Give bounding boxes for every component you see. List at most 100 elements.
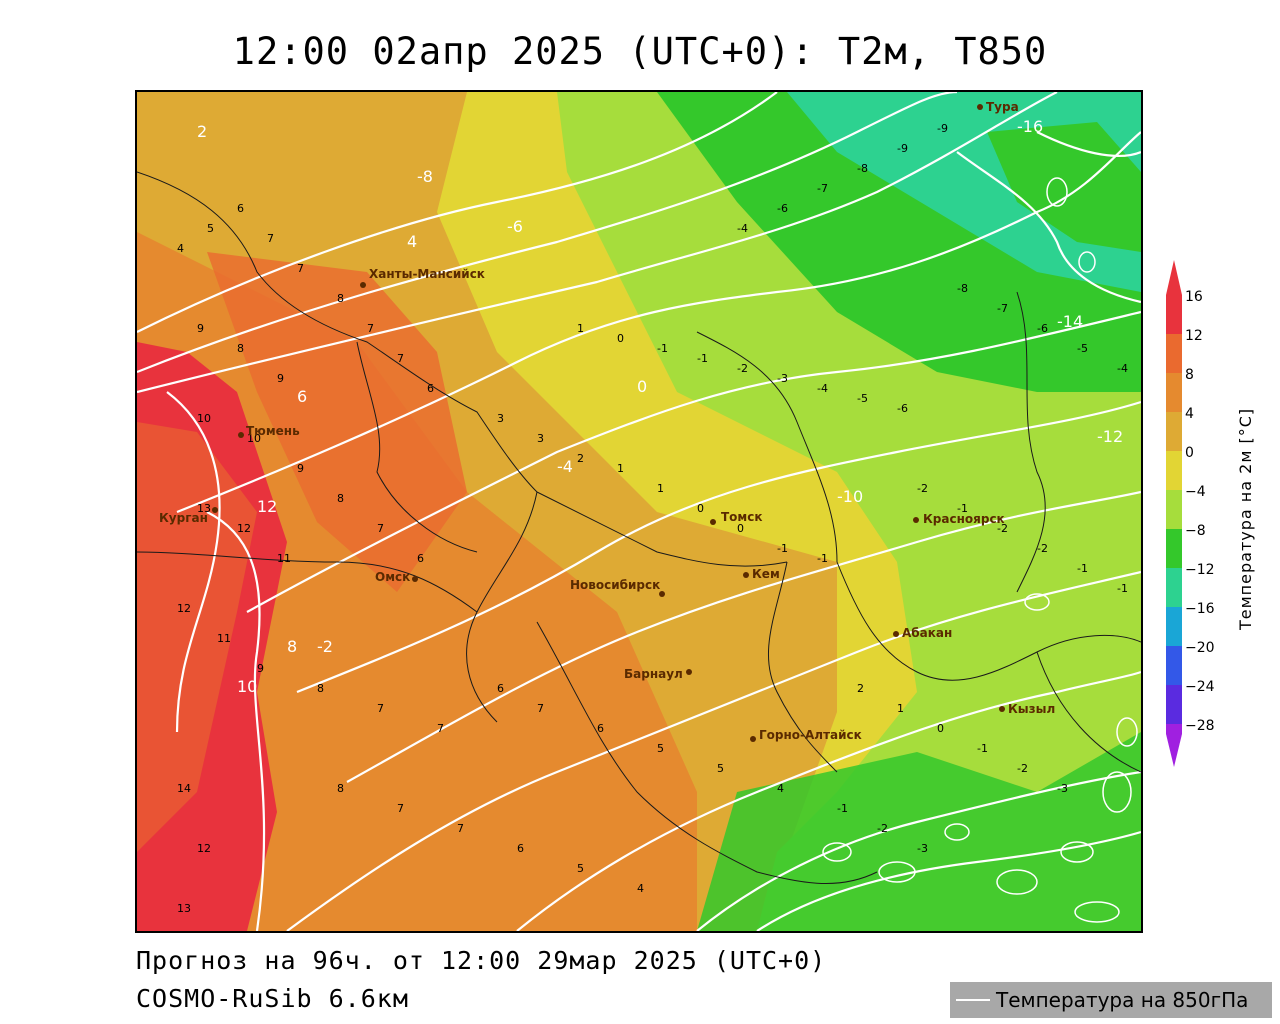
svg-text:7: 7 bbox=[367, 322, 374, 335]
colorbar-tick: −12 bbox=[1185, 562, 1215, 578]
svg-text:1: 1 bbox=[657, 482, 664, 495]
svg-text:-8: -8 bbox=[417, 167, 433, 186]
svg-text:Курган: Курган bbox=[159, 511, 208, 525]
cities: Тура Ханты-Мансийск Тюмень Курган Омск Н… bbox=[159, 100, 1055, 742]
svg-text:8: 8 bbox=[287, 637, 297, 656]
colorbar-tick: 0 bbox=[1185, 445, 1194, 461]
colorbar-tick: 8 bbox=[1185, 367, 1194, 383]
svg-text:-1: -1 bbox=[697, 352, 708, 365]
zone-t8-edge bbox=[137, 422, 257, 852]
colorbar-title: Температура на 2м [°C] bbox=[1236, 407, 1255, 630]
city-tura: Тура bbox=[977, 100, 1019, 114]
svg-text:-14: -14 bbox=[1057, 312, 1083, 331]
svg-text:9: 9 bbox=[297, 462, 304, 475]
svg-text:Красноярск: Красноярск bbox=[923, 512, 1005, 526]
svg-text:-10: -10 bbox=[837, 487, 863, 506]
svg-text:0: 0 bbox=[937, 722, 944, 735]
svg-text:7: 7 bbox=[377, 522, 384, 535]
colorbar-tick: 16 bbox=[1185, 289, 1203, 305]
svg-text:-6: -6 bbox=[507, 217, 523, 236]
colorbar-tick: −4 bbox=[1185, 484, 1206, 500]
svg-text:-1: -1 bbox=[837, 802, 848, 815]
svg-text:6: 6 bbox=[597, 722, 604, 735]
svg-text:12: 12 bbox=[237, 522, 251, 535]
map-title: 12:00 02апр 2025 (UTC+0): T2м, T850 bbox=[232, 30, 1048, 73]
svg-text:-16: -16 bbox=[1017, 117, 1043, 136]
svg-text:Абакан: Абакан bbox=[902, 626, 952, 640]
svg-text:-2: -2 bbox=[1017, 762, 1028, 775]
svg-text:-2: -2 bbox=[917, 482, 928, 495]
svg-text:-1: -1 bbox=[657, 342, 668, 355]
svg-text:-6: -6 bbox=[777, 202, 788, 215]
svg-text:-4: -4 bbox=[817, 382, 828, 395]
svg-text:-4: -4 bbox=[557, 457, 573, 476]
svg-text:1: 1 bbox=[577, 322, 584, 335]
svg-text:-6: -6 bbox=[1037, 322, 1048, 335]
city-kyzyl: Кызыл bbox=[999, 702, 1055, 716]
city-khanty-mansiysk: Ханты-Мансийск bbox=[360, 267, 485, 288]
svg-text:6: 6 bbox=[427, 382, 434, 395]
city-kurgan: Курган bbox=[159, 507, 218, 525]
svg-text:8: 8 bbox=[337, 492, 344, 505]
colorbar-tick: −24 bbox=[1185, 679, 1215, 695]
svg-text:-3: -3 bbox=[917, 842, 928, 855]
svg-text:7: 7 bbox=[297, 262, 304, 275]
svg-text:5: 5 bbox=[577, 862, 584, 875]
svg-text:12: 12 bbox=[177, 602, 191, 615]
svg-text:-2: -2 bbox=[1037, 542, 1048, 555]
svg-text:7: 7 bbox=[397, 802, 404, 815]
svg-text:-1: -1 bbox=[1117, 582, 1128, 595]
svg-text:-8: -8 bbox=[957, 282, 968, 295]
svg-text:7: 7 bbox=[267, 232, 274, 245]
svg-text:7: 7 bbox=[457, 822, 464, 835]
svg-text:7: 7 bbox=[377, 702, 384, 715]
svg-text:-2: -2 bbox=[317, 637, 333, 656]
svg-text:-1: -1 bbox=[817, 552, 828, 565]
svg-text:11: 11 bbox=[277, 552, 291, 565]
svg-text:10: 10 bbox=[197, 412, 211, 425]
city-novosibirsk: Новосибирск bbox=[570, 578, 665, 597]
svg-text:6: 6 bbox=[497, 682, 504, 695]
svg-text:7: 7 bbox=[397, 352, 404, 365]
svg-text:-3: -3 bbox=[777, 372, 788, 385]
colorbar-top-arrow bbox=[1166, 260, 1182, 295]
svg-text:13: 13 bbox=[197, 502, 211, 515]
svg-text:4: 4 bbox=[637, 882, 644, 895]
city-krasnoyarsk: Красноярск bbox=[913, 512, 1005, 526]
city-omsk: Омск bbox=[375, 570, 418, 584]
colorbar-tick: −28 bbox=[1185, 718, 1215, 734]
svg-text:Новосибирск: Новосибирск bbox=[570, 578, 660, 592]
forecast-info: Прогноз на 96ч. от 12:00 29мар 2025 (UTC… bbox=[136, 946, 827, 975]
svg-text:Горно-Алтайск: Горно-Алтайск bbox=[759, 728, 862, 742]
svg-text:-1: -1 bbox=[777, 542, 788, 555]
svg-text:13: 13 bbox=[177, 902, 191, 915]
svg-text:0: 0 bbox=[697, 502, 704, 515]
svg-text:-9: -9 bbox=[897, 142, 908, 155]
svg-text:6: 6 bbox=[417, 552, 424, 565]
svg-text:Тюмень: Тюмень bbox=[246, 424, 300, 438]
city-barnaul: Барнаул bbox=[624, 667, 692, 681]
svg-text:6: 6 bbox=[237, 202, 244, 215]
svg-text:-7: -7 bbox=[997, 302, 1008, 315]
svg-text:1: 1 bbox=[617, 462, 624, 475]
city-tomsk: Томск bbox=[710, 510, 763, 525]
svg-text:Ханты-Мансийск: Ханты-Мансийск bbox=[369, 267, 485, 281]
svg-text:10: 10 bbox=[247, 432, 261, 445]
svg-text:-6: -6 bbox=[897, 402, 908, 415]
svg-text:6: 6 bbox=[517, 842, 524, 855]
admin-borders bbox=[137, 171, 1141, 885]
svg-text:8: 8 bbox=[337, 292, 344, 305]
colorbar-tick: −16 bbox=[1185, 601, 1215, 617]
svg-text:9: 9 bbox=[257, 662, 264, 675]
svg-text:0: 0 bbox=[637, 377, 647, 396]
svg-text:8: 8 bbox=[317, 682, 324, 695]
svg-text:2: 2 bbox=[577, 452, 584, 465]
svg-text:7: 7 bbox=[537, 702, 544, 715]
svg-text:6: 6 bbox=[297, 387, 307, 406]
isotherm-noise-south bbox=[822, 177, 1138, 923]
svg-text:Барнаул: Барнаул bbox=[624, 667, 683, 681]
svg-text:-12: -12 bbox=[1097, 427, 1123, 446]
